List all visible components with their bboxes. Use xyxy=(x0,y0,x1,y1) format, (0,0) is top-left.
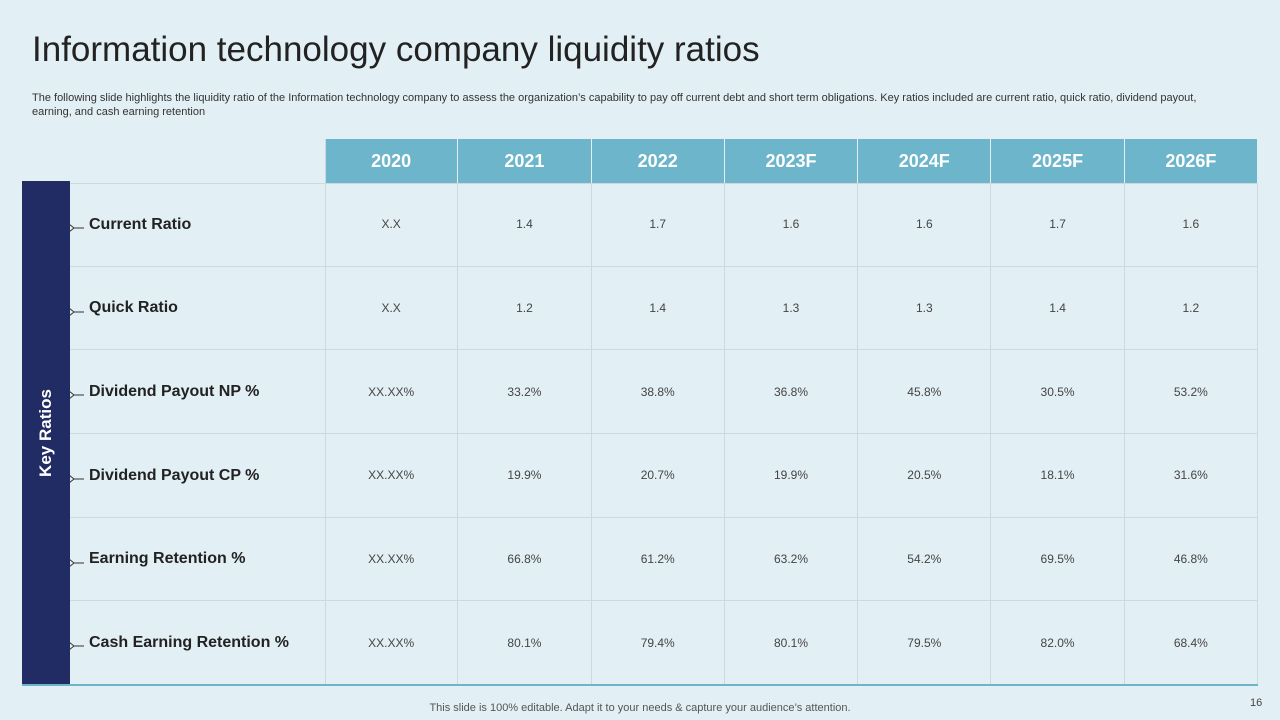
row-icon xyxy=(68,555,84,567)
table-cell: 1.6 xyxy=(1124,183,1258,267)
table-cell: 1.7 xyxy=(991,183,1125,267)
table-cell: 80.1% xyxy=(458,601,592,685)
table-cell: 79.5% xyxy=(858,601,992,685)
table-cell: 1.4 xyxy=(991,266,1125,351)
table-cell: XX.XX% xyxy=(325,434,459,518)
table-cell: 53.2% xyxy=(1124,350,1258,434)
table-cell: XX.XX% xyxy=(325,350,459,434)
row-label: Quick Ratio xyxy=(89,299,178,317)
side-bar xyxy=(22,181,70,685)
table-cell: 1.7 xyxy=(591,183,725,267)
table-bottom xyxy=(22,684,1258,686)
row-line xyxy=(70,516,325,518)
row-label: Cash Earning Retention % xyxy=(89,634,290,652)
table-cell: 33.2% xyxy=(458,350,592,434)
row-label: Dividend Payout CP % xyxy=(89,466,260,484)
table-cell: 54.2% xyxy=(858,517,992,602)
table-cell: 82.0% xyxy=(991,601,1125,685)
arrow-icon xyxy=(68,474,84,484)
table-cell: X.X xyxy=(325,266,459,351)
subtitle: The following slide highlights the liqui… xyxy=(32,92,1197,118)
table-cell: 30.5% xyxy=(991,350,1125,434)
footer-note: This slide is 100% editable. Adapt it to… xyxy=(429,702,851,714)
page-number: 16 xyxy=(1250,697,1263,709)
row-line xyxy=(70,349,325,351)
table-cell: X.X xyxy=(325,183,459,267)
table-cell: 1.2 xyxy=(458,266,592,351)
row-icon xyxy=(68,471,84,484)
column-header: 2021 xyxy=(458,139,592,183)
arrow-icon xyxy=(68,641,84,651)
arrow-icon xyxy=(68,558,84,567)
column-header: 2023F xyxy=(724,139,859,183)
table-cell: 1.4 xyxy=(591,266,725,351)
table-cell: XX.XX% xyxy=(325,517,459,602)
table-cell: XX.XX% xyxy=(325,601,459,685)
column-header: 2024F xyxy=(858,139,992,183)
table-cell: 1.3 xyxy=(858,266,992,351)
table-cell: 1.3 xyxy=(724,266,859,351)
table-cell: 19.9% xyxy=(724,434,859,518)
row-line xyxy=(70,183,1258,184)
table-cell: 1.6 xyxy=(858,183,992,267)
table-cell: 61.2% xyxy=(591,517,725,602)
title: Information technology company liquidity… xyxy=(32,30,760,69)
table-cell: 18.1% xyxy=(991,434,1125,518)
row-label: Earning Retention % xyxy=(89,550,246,568)
table-cell: 20.5% xyxy=(858,434,992,518)
table-cell: 36.8% xyxy=(724,350,859,434)
row-label: Dividend Payout NP % xyxy=(89,383,260,401)
row-line xyxy=(70,433,325,434)
table-cell: 63.2% xyxy=(724,517,859,602)
row-line xyxy=(70,600,325,602)
table-cell: 69.5% xyxy=(991,517,1125,602)
row-icon xyxy=(68,220,84,233)
table-cell: 1.4 xyxy=(458,183,592,267)
table-cell: 80.1% xyxy=(724,601,859,685)
arrow-icon xyxy=(68,390,84,400)
table-cell: 46.8% xyxy=(1124,517,1258,602)
table-cell: 20.7% xyxy=(591,434,725,518)
column-header: 2026F xyxy=(1124,139,1258,183)
arrow-icon xyxy=(68,307,84,316)
table-cell: 38.8% xyxy=(591,350,725,434)
row-line xyxy=(325,139,326,685)
row-icon xyxy=(68,387,84,400)
table-cell: 1.2 xyxy=(1124,266,1258,351)
table-cell: 45.8% xyxy=(858,350,992,434)
row-icon xyxy=(68,304,84,316)
row-icon xyxy=(68,638,84,651)
table-cell: 19.9% xyxy=(458,434,592,518)
table-cell: 1.6 xyxy=(724,183,859,267)
table-cell: 66.8% xyxy=(458,517,592,602)
table-cell: 79.4% xyxy=(591,601,725,685)
column-header: 2025F xyxy=(991,139,1125,183)
arrow-icon xyxy=(68,223,84,233)
table-cell: 68.4% xyxy=(1124,601,1258,685)
column-header: 2020 xyxy=(325,139,459,183)
table-cell: 31.6% xyxy=(1124,434,1258,518)
column-header: 2022 xyxy=(591,139,725,183)
row-line xyxy=(70,265,325,267)
side-label: Key Ratios xyxy=(36,389,55,477)
row-label: Current Ratio xyxy=(89,215,192,233)
